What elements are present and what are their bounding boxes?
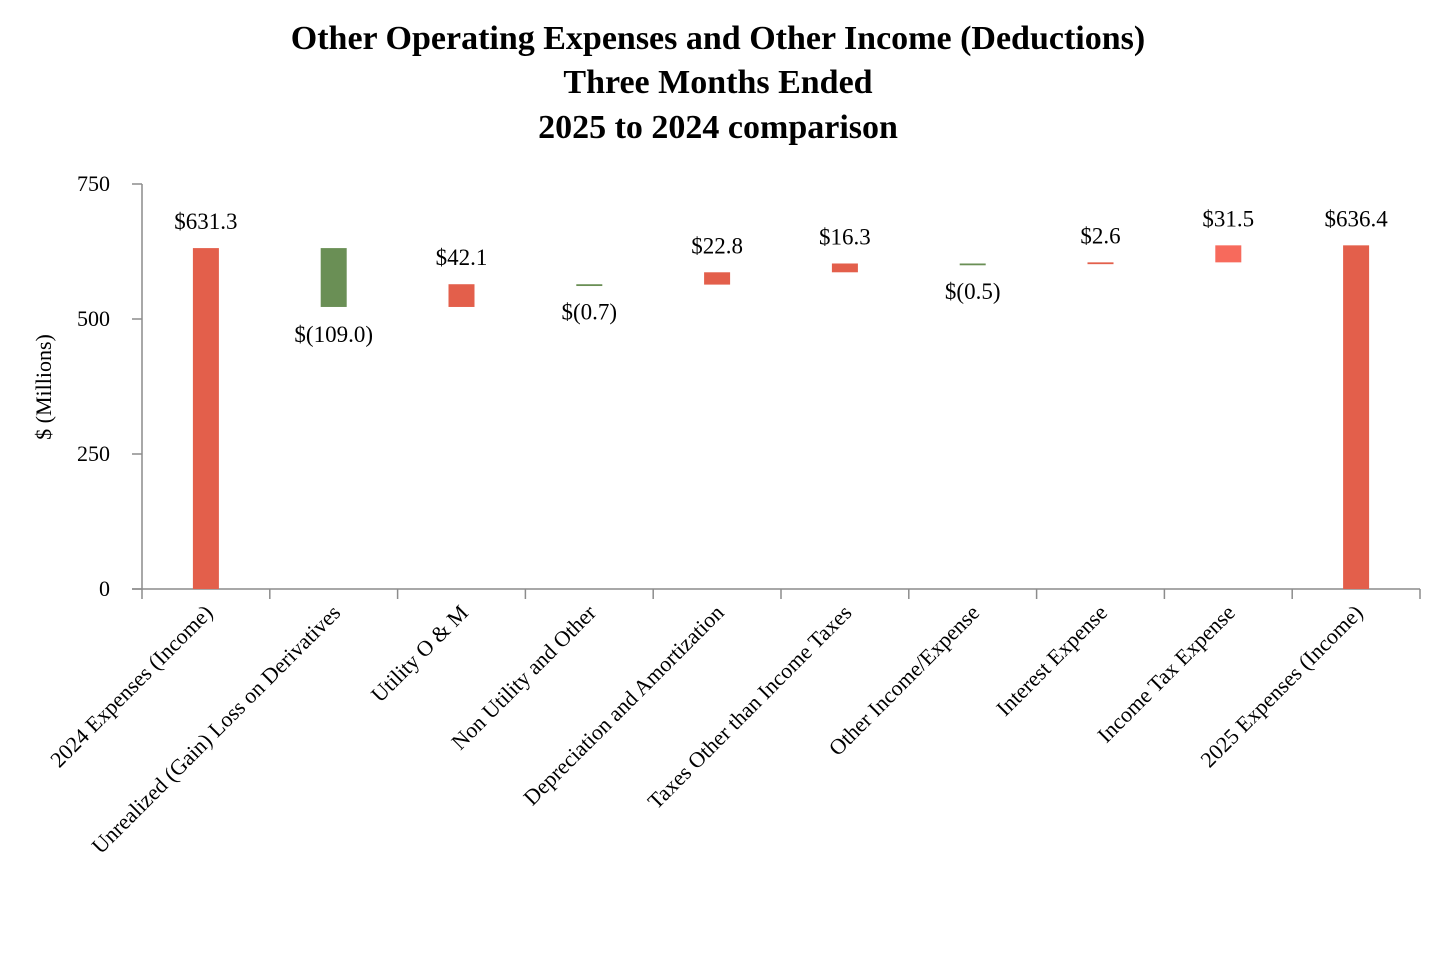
- data-label: $16.3: [819, 224, 871, 249]
- x-axis: [132, 588, 1421, 599]
- bar-increase: [1215, 245, 1242, 263]
- bar-increase: [448, 284, 475, 307]
- x-tick-label: Non Utility and Other: [446, 599, 601, 754]
- bar-total: [192, 248, 219, 589]
- x-tick-label: Income Tax Expense: [1092, 600, 1240, 748]
- y-tick-label: 0: [99, 576, 110, 601]
- bar-decrease: [576, 284, 603, 287]
- y-axis: 0 250 500 750: [77, 171, 143, 601]
- y-tick-label: 750: [77, 171, 110, 196]
- bar-increase: [704, 272, 731, 285]
- bar-increase: [1087, 262, 1114, 265]
- y-tick-label: 500: [77, 306, 110, 331]
- x-tick-label: Taxes Other than Income Taxes: [643, 600, 857, 814]
- bar-increase: [831, 263, 858, 273]
- x-tick-labels: 2024 Expenses (Income)Unrealized (Gain) …: [45, 599, 1368, 858]
- data-label: $631.3: [174, 209, 237, 234]
- data-label: $42.1: [436, 245, 488, 270]
- y-axis-label: $ (Millions): [31, 334, 56, 440]
- data-label: $31.5: [1202, 206, 1254, 231]
- bar-decrease: [320, 248, 347, 307]
- data-label: $636.4: [1324, 206, 1388, 231]
- x-tick-label: Depreciation and Amortization: [518, 600, 728, 810]
- bar-decrease: [959, 263, 986, 266]
- bar-total: [1343, 245, 1370, 589]
- x-tick-label: Interest Expense: [991, 600, 1112, 721]
- data-label: $2.6: [1080, 223, 1120, 248]
- data-labels: $631.3 $(109.0) $42.1 $(0.7) $22.8 $16.3 $(0.5…: [174, 206, 1388, 347]
- chart-title-line-2: Three Months Ended: [563, 64, 872, 101]
- data-label: $(109.0): [294, 322, 373, 347]
- chart-title: Other Operating Expenses and Other Incom…: [291, 20, 1145, 146]
- data-label: $(0.5): [945, 279, 1001, 304]
- x-tick-label: Utility O & M: [366, 600, 473, 707]
- x-tick-label: Unrealized (Gain) Loss on Derivatives: [87, 600, 346, 859]
- data-label: $(0.7): [562, 300, 618, 325]
- data-label: $22.8: [691, 233, 743, 258]
- chart-title-line-1: Other Operating Expenses and Other Incom…: [291, 20, 1145, 57]
- chart-title-line-3: 2025 to 2024 comparison: [538, 109, 898, 146]
- bars: [192, 245, 1370, 589]
- y-tick-label: 250: [77, 441, 110, 466]
